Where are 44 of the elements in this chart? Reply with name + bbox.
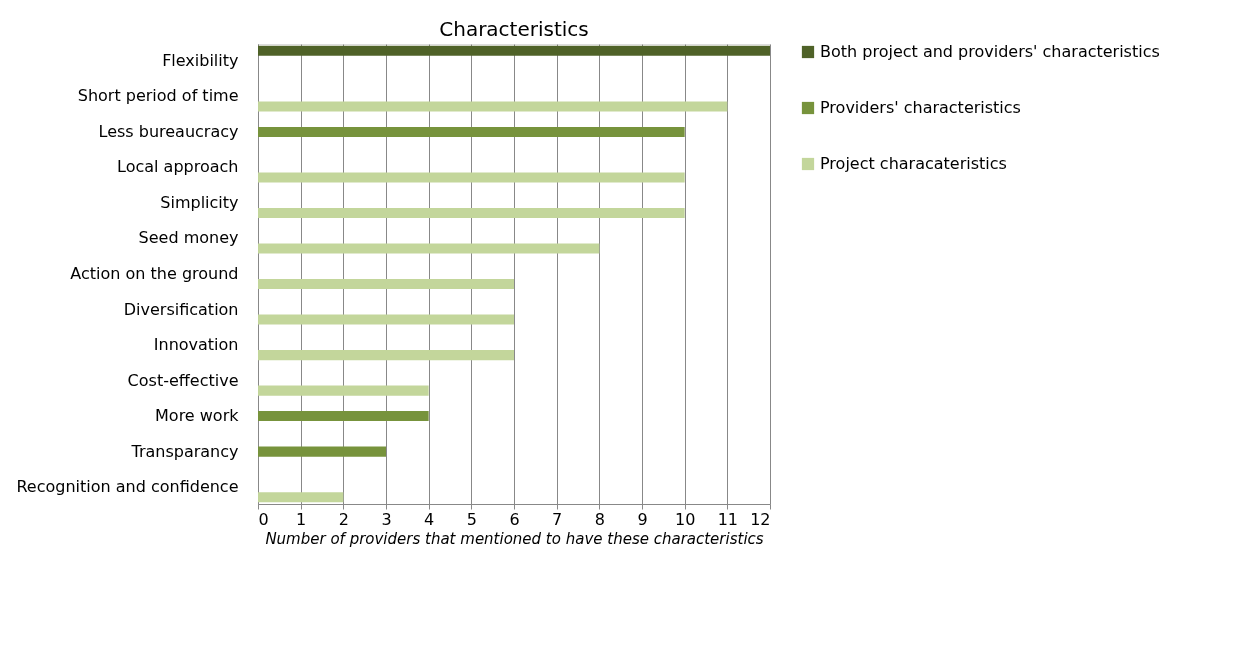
bar	[258, 45, 770, 56]
bar	[258, 385, 429, 396]
chart-title: Characteristics	[439, 17, 589, 41]
y-tick-label: Action on the ground	[70, 264, 239, 283]
y-tick-label: Local approach	[117, 157, 239, 177]
bar	[258, 279, 514, 290]
x-tick-label: 1	[296, 509, 307, 529]
y-tick-label: Simplicity	[160, 192, 239, 212]
y-tick-label: Seed money	[138, 228, 239, 248]
x-tick-label: 12	[750, 509, 771, 529]
x-tick-label: 3	[381, 509, 392, 529]
y-tick-label: Flexibility	[162, 50, 239, 70]
x-axis-title: Number of providers that mentioned to have these characteristics	[265, 529, 764, 548]
y-tick-label: Less bureaucracy	[98, 121, 239, 141]
bar	[258, 350, 514, 361]
bar	[258, 314, 514, 325]
x-tick-label: 4	[424, 509, 435, 529]
legend-label: Providers' characteristics	[820, 98, 1021, 117]
x-tick-label: 8	[594, 509, 605, 529]
x-tick-label: 7	[552, 509, 563, 529]
y-tick-label: Diversification	[123, 299, 239, 319]
x-tick-label: 0	[258, 509, 269, 529]
y-tick-label: Recognition and confidence	[16, 477, 239, 497]
x-tick-label: 5	[466, 509, 477, 529]
x-tick-label: 10	[674, 509, 696, 529]
x-tick-label: 11	[717, 509, 739, 529]
bar	[258, 492, 344, 503]
x-tick-label: 6	[509, 509, 520, 529]
y-tick-label: Transparancy	[130, 441, 239, 461]
bar	[258, 411, 429, 422]
bar	[258, 101, 728, 112]
bar	[258, 172, 685, 183]
bar	[258, 126, 685, 137]
bar	[258, 207, 685, 219]
y-tick-label: Cost-effective	[127, 370, 239, 390]
y-tick-label: Innovation	[153, 335, 239, 355]
bar	[258, 446, 386, 457]
legend-label: Project characateristics	[820, 154, 1007, 173]
x-tick-label: 9	[637, 509, 648, 529]
y-tick-label: Short period of time	[77, 86, 239, 106]
bar	[258, 243, 600, 254]
y-tick-label: More work	[155, 406, 240, 426]
x-tick-label: 2	[338, 509, 349, 529]
legend-label: Both project and providers' characteristics	[820, 42, 1160, 61]
